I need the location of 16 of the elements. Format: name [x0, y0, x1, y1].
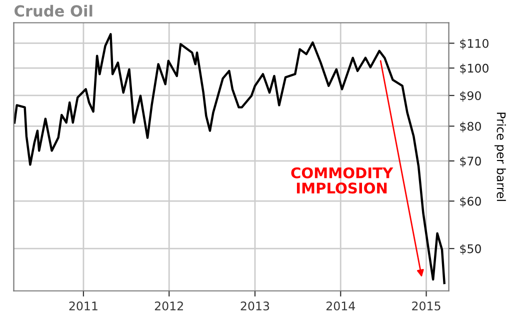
annotation: COMMODITY IMPLOSION [291, 167, 394, 194]
line-series [14, 33, 446, 284]
y-tick-label: $60 [460, 196, 481, 208]
y-tick-label: $70 [460, 156, 481, 168]
x-tick-label: 2012 [154, 302, 183, 310]
y-tick-label: $80 [460, 122, 481, 132]
y-tick-label: $90 [460, 91, 481, 102]
x-tick-label: 2011 [69, 302, 98, 310]
x-tick-label: 2015 [412, 302, 440, 310]
y-tick-label: $100 [460, 64, 488, 74]
y-axis-title: Price per barrel [494, 112, 506, 201]
y-tick-label: $110 [460, 38, 488, 50]
x-tick-label: 2014 [326, 302, 355, 310]
chart-title: Crude Oil [14, 4, 92, 17]
y-tick-label: $50 [460, 244, 481, 255]
x-tick-label: 2013 [240, 302, 270, 310]
